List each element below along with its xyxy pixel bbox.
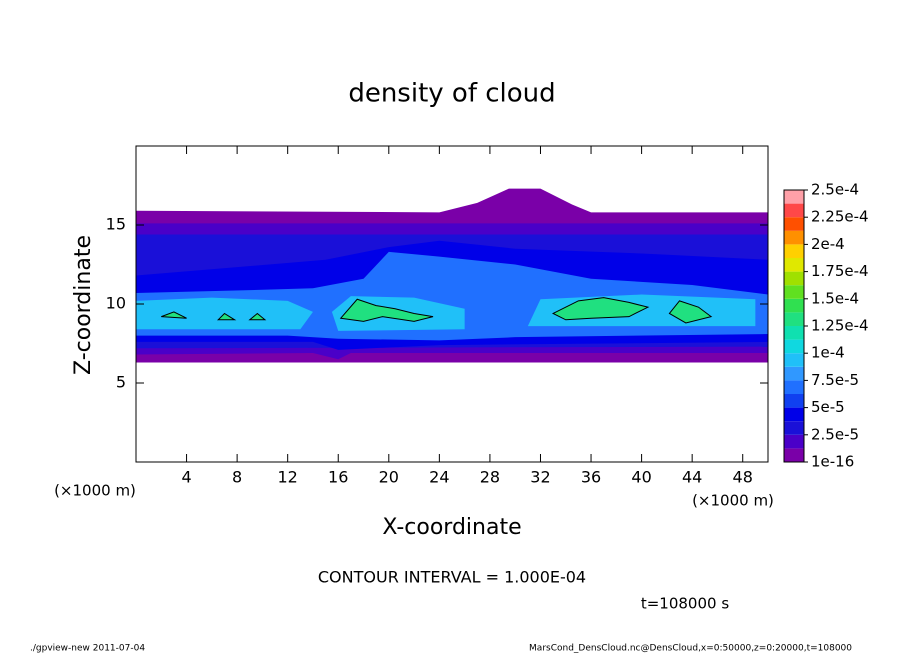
x-tick-label: 28 <box>480 468 500 487</box>
contour-region <box>668 300 713 324</box>
y-tick-label: 15 <box>106 215 126 234</box>
x-tick-label: 36 <box>581 468 601 487</box>
colorbar-label: 7.5e-5 <box>811 371 859 389</box>
colorbar-label: 2.25e-4 <box>811 208 869 226</box>
y-tick-label: 10 <box>106 294 126 313</box>
colorbar-segment <box>784 298 804 313</box>
contour-region <box>216 312 237 321</box>
colorbar-label: 2e-4 <box>811 235 845 253</box>
colorbar-segment <box>784 448 804 462</box>
x-tick-label: 20 <box>379 468 399 487</box>
contour-interval: CONTOUR INTERVAL = 1.000E-04 <box>318 568 586 587</box>
colorbar-segment <box>784 366 804 381</box>
x-tick-label: 48 <box>733 468 753 487</box>
colorbar-segment <box>784 244 804 258</box>
x-unit: (×1000 m) <box>692 492 774 510</box>
x-tick-label: 8 <box>232 468 242 487</box>
colorbar-label: 2.5e-4 <box>811 181 859 199</box>
contour-region <box>248 312 267 321</box>
x-tick-label: 44 <box>682 468 702 487</box>
contour-field <box>136 188 768 363</box>
x-tick-label: 32 <box>530 468 550 487</box>
colorbar-segment <box>784 326 804 340</box>
y-tick-label: 5 <box>116 373 126 392</box>
colorbar-segment <box>784 380 804 394</box>
colorbar-label: 1e-4 <box>811 344 845 362</box>
y-axis-label: Z-coordinate <box>71 235 96 375</box>
x-tick-label: 40 <box>631 468 651 487</box>
x-tick-label: 24 <box>429 468 449 487</box>
colorbar-label: 1.25e-4 <box>811 317 869 335</box>
colorbar-segment <box>784 407 804 422</box>
colorbar-label: 5e-5 <box>811 398 845 416</box>
colorbar-segment <box>784 353 804 367</box>
colorbar-segment <box>784 217 804 231</box>
contour-region <box>552 297 650 321</box>
colorbar-segment <box>784 421 804 435</box>
colorbar-segment <box>784 203 804 218</box>
colorbar-segment <box>784 230 804 245</box>
x-axis-label: X-coordinate <box>382 515 521 540</box>
colorbar-segment <box>784 285 804 299</box>
colorbar: 1e-16 2.5e-5 5e-5 7.5e-5 1e-4 1.25e-4 1.5e-4 1.… <box>783 181 869 471</box>
contour-region <box>339 298 434 322</box>
x-tick-label: 12 <box>278 468 298 487</box>
colorbar-label: 1e-16 <box>811 453 854 471</box>
colorbar-segment <box>784 312 804 326</box>
source-label: MarsCond_DensCloud.nc@DensCloud,x=0:5000… <box>529 644 852 654</box>
colorbar-label: 1.5e-4 <box>811 289 859 307</box>
colorbar-segment <box>784 190 804 204</box>
colorbar-segment <box>784 339 804 354</box>
x-tick-label: 4 <box>181 468 191 487</box>
chart-title: density of cloud <box>348 79 555 109</box>
colorbar-segment <box>784 271 804 286</box>
colorbar-label: 1.75e-4 <box>811 262 869 280</box>
colorbar-segment <box>784 258 804 272</box>
program-label: ./gpview-new 2011-07-04 <box>30 644 145 654</box>
colorbar-segment <box>784 434 804 449</box>
y-unit: (×1000 m) <box>54 482 136 500</box>
time-label: t=108000 s <box>641 595 729 613</box>
contour-region <box>161 311 187 319</box>
colorbar-segment <box>784 394 804 408</box>
colorbar-label: 2.5e-5 <box>811 425 859 443</box>
x-tick-label: 16 <box>328 468 348 487</box>
